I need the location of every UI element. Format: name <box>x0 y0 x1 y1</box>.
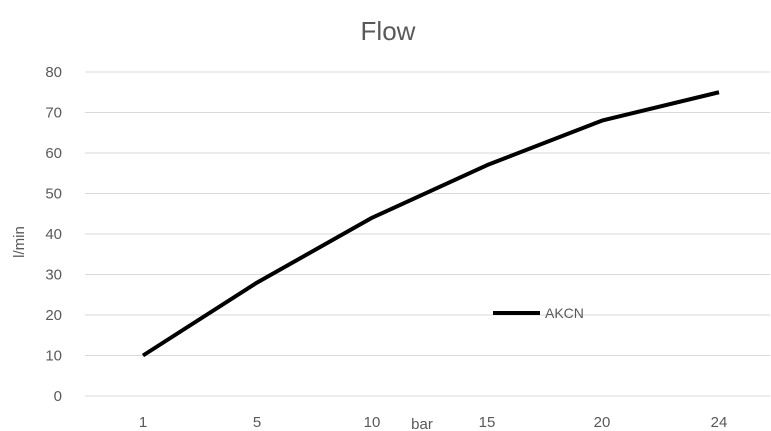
y-tick-label: 0 <box>54 388 62 405</box>
x-tick-label: 5 <box>253 414 261 431</box>
legend: AKCN <box>493 305 584 321</box>
y-axis-label: l/min <box>11 226 28 258</box>
y-tick-label: 30 <box>45 267 62 284</box>
series-group <box>141 90 720 358</box>
legend-label-akcn: AKCN <box>545 305 584 321</box>
x-axis-ticks: 1 5 10 15 20 24 <box>139 414 728 431</box>
gridlines <box>85 71 770 397</box>
series-line-akcn <box>141 90 720 358</box>
y-axis-ticks: 0 10 20 30 40 50 60 70 80 <box>45 64 62 405</box>
y-tick-label: 20 <box>45 307 62 324</box>
y-tick-label: 10 <box>45 348 62 365</box>
x-axis-label: bar <box>411 416 433 431</box>
x-tick-label: 10 <box>364 414 381 431</box>
x-tick-label: 24 <box>711 414 728 431</box>
y-tick-label: 70 <box>45 105 62 122</box>
y-tick-label: 40 <box>45 226 62 243</box>
y-tick-label: 50 <box>45 186 62 203</box>
x-tick-label: 15 <box>479 414 496 431</box>
x-tick-label: 1 <box>139 414 147 431</box>
x-tick-label: 20 <box>594 414 611 431</box>
y-tick-label: 80 <box>45 64 62 81</box>
y-tick-label: 60 <box>45 145 62 162</box>
chart-title: Flow <box>361 16 416 46</box>
